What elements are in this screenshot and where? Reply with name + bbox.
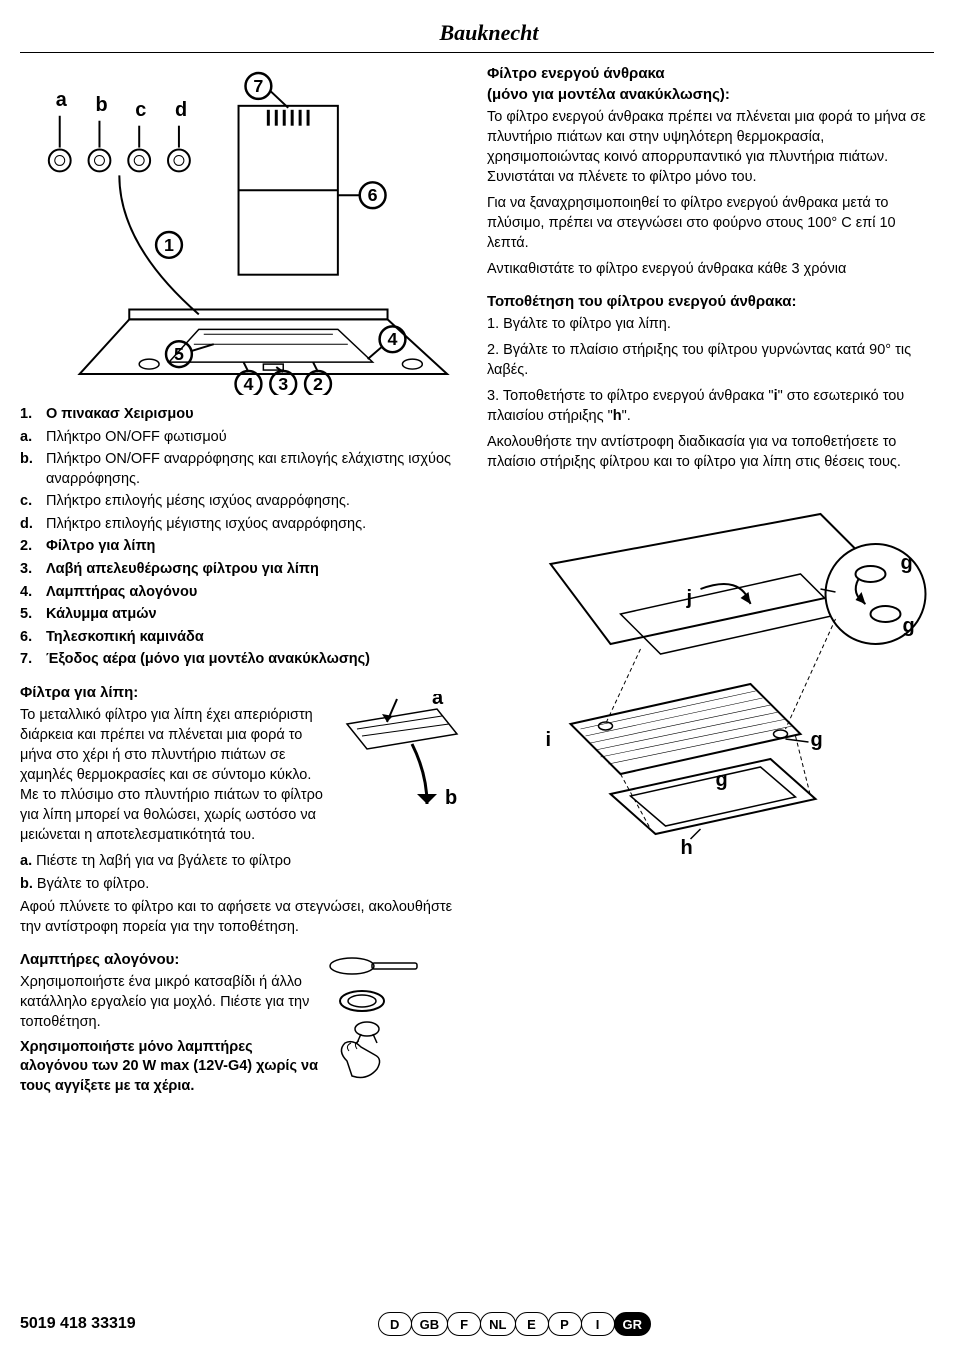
grease-step-a: a. Πιέστε τη λαβή για να βγάλετε το φίλτ…: [20, 851, 467, 871]
svg-text:g: g: [716, 769, 728, 791]
svg-text:j: j: [686, 587, 693, 609]
svg-text:c: c: [135, 99, 146, 121]
svg-text:2: 2: [313, 374, 323, 394]
svg-text:g: g: [903, 615, 915, 637]
legend-item: a.Πλήκτρο ON/OFF φωτισμού: [20, 428, 467, 448]
halogen-section: Λαμπτήρες αλογόνου: Χρησιμοποιήστε ένα μ…: [20, 951, 467, 1097]
legend-item: 1.Ο πινακασ Χειρισμου: [20, 405, 467, 425]
lang-pill-p[interactable]: P: [548, 1312, 582, 1336]
legend-item: 5.Κάλυμμα ατμών: [20, 605, 467, 625]
svg-text:b: b: [445, 787, 457, 809]
grease-mini-diagram: a b: [337, 694, 467, 834]
brand-crescent-icon: [415, 21, 439, 45]
svg-text:4: 4: [243, 374, 253, 394]
svg-text:4: 4: [388, 329, 398, 349]
svg-text:d: d: [175, 99, 187, 121]
header-divider: [20, 52, 934, 53]
svg-text:1: 1: [164, 235, 174, 255]
legend-item: 2.Φίλτρο για λίπη: [20, 537, 467, 557]
lang-pill-e[interactable]: E: [515, 1312, 549, 1336]
document-code: 5019 418 33319: [20, 1315, 136, 1333]
carbon-p4: Ακολουθήστε την αντίστροφη διαδικασία γι…: [487, 432, 934, 472]
legend-item: 3.Λαβή απελευθέρωσης φίλτρου για λίπη: [20, 560, 467, 580]
content-columns: a b c d 1 2 3 4 4 5 6 7: [20, 65, 934, 1096]
lang-pill-gr[interactable]: GR: [614, 1312, 652, 1336]
lang-pill-nl[interactable]: NL: [480, 1312, 515, 1336]
lang-pill-d[interactable]: D: [378, 1312, 412, 1336]
lang-pill-i[interactable]: I: [581, 1312, 615, 1336]
carbon-p2: Για να ξαναχρησιμοποιηθεί το φίλτρο ενερ…: [487, 193, 934, 253]
lang-pill-f[interactable]: F: [447, 1312, 481, 1336]
svg-text:i: i: [546, 729, 552, 751]
svg-text:g: g: [901, 552, 913, 574]
carbon-p3: Αντικαθιστάτε το φίλτρο ενεργού άνθρακα …: [487, 259, 934, 279]
halogen-para2: Χρησιμοποιήστε μόνο λαμπτήρες αλογόνου τ…: [20, 1038, 324, 1097]
svg-text:b: b: [95, 94, 107, 116]
carbon-filter-diagram: j g g i g: [487, 484, 934, 874]
svg-text:a: a: [56, 89, 68, 111]
legend-list: 1.Ο πινακασ Χειρισμου a.Πλήκτρο ON/OFF φ…: [20, 405, 467, 670]
svg-text:6: 6: [368, 185, 378, 205]
grease-section: Φίλτρα για λίπη: Το μεταλλικό φίλτρο για…: [20, 684, 467, 937]
grease-para2: Αφού πλύνετε το φίλτρο και το αφήσετε να…: [20, 897, 467, 937]
lang-pill-gb[interactable]: GB: [411, 1312, 449, 1336]
svg-text:g: g: [811, 729, 823, 751]
page-footer: 5019 418 33319 D GB F NL E P I GR: [20, 1312, 934, 1336]
legend-item: c.Πλήκτρο επιλογής μέσης ισχύος αναρρόφη…: [20, 492, 467, 512]
carbon-p1: Το φίλτρο ενεργού άνθρακα πρέπει να πλέν…: [487, 107, 934, 187]
halogen-mini-diagram: [317, 951, 427, 1101]
brand-header: Bauknecht: [20, 20, 934, 46]
legend-item: d.Πλήκτρο επιλογής μέγιστης ισχύος αναρρ…: [20, 515, 467, 535]
column-right: Φίλτρο ενεργού άνθρακα (μόνο για μοντέλα…: [487, 65, 934, 1096]
svg-text:h: h: [681, 837, 693, 859]
legend-item: 7.Έξοδος αέρα (μόνο για μοντέλο ανακύκλω…: [20, 650, 467, 670]
main-hood-diagram: a b c d 1 2 3 4 4 5 6 7: [20, 65, 467, 395]
carbon-s2: 2. Βγάλτε το πλαίσιο στήριξης του φίλτρο…: [487, 340, 934, 380]
svg-text:3: 3: [278, 374, 288, 394]
grease-para: Το μεταλλικό φίλτρο για λίπη έχει απεριό…: [20, 705, 324, 845]
brand-name: Bauknecht: [439, 20, 538, 45]
carbon-s1: 1. Βγάλτε το φίλτρο για λίπη.: [487, 314, 934, 334]
grease-step-b: b. Βγάλτε το φίλτρο.: [20, 874, 467, 894]
carbon-subheading: Τοποθέτηση του φίλτρου ενεργού άνθρακα:: [487, 293, 934, 310]
legend-item: 6.Τηλεσκοπική καμινάδα: [20, 628, 467, 648]
carbon-s3: 3. Τοποθετήστε το φίλτρο ενεργού άνθρακα…: [487, 386, 934, 426]
legend-item: b.Πλήκτρο ON/OFF αναρρόφησης και επιλογή…: [20, 450, 467, 489]
legend-item: 4.Λαμπτήρας αλογόνου: [20, 583, 467, 603]
column-left: a b c d 1 2 3 4 4 5 6 7: [20, 65, 467, 1096]
halogen-para1: Χρησιμοποιήστε ένα μικρό κατσαβίδι ή άλλ…: [20, 972, 324, 1032]
carbon-heading1: Φίλτρο ενεργού άνθρακα: [487, 65, 934, 82]
svg-text:7: 7: [253, 76, 263, 96]
svg-text:5: 5: [174, 344, 184, 364]
svg-text:a: a: [432, 694, 444, 709]
language-selector: D GB F NL E P I GR: [379, 1312, 651, 1336]
carbon-heading2: (μόνο για μοντέλα ανακύκλωσης):: [487, 86, 934, 103]
